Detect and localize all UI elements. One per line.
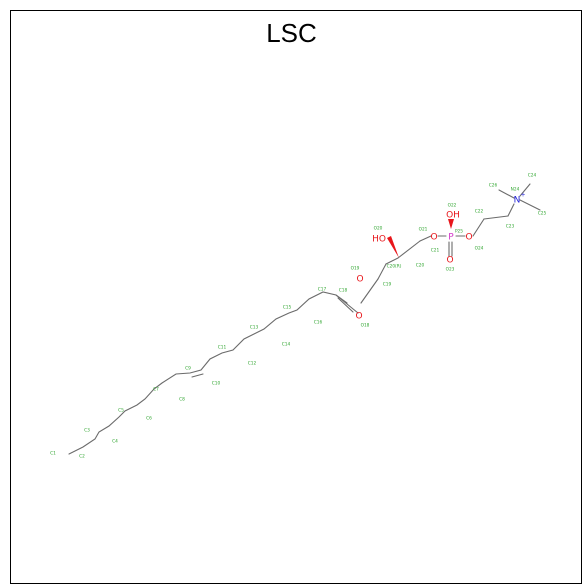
atom-label-c2: C2: [79, 454, 85, 460]
n-c26-bond: [498, 189, 515, 199]
atom-label-c5: C5: [118, 408, 124, 414]
c22-c23-bond: [483, 215, 509, 220]
atom-label-c10: C10: [212, 381, 221, 387]
ester-o-bond: [360, 278, 379, 304]
atom-label-c1: C1: [50, 451, 56, 457]
atom-label-c16: C16: [314, 320, 323, 326]
atom-label-o23: O23: [446, 267, 455, 273]
atom-label-c21: C21: [431, 248, 440, 254]
atom-label-c23: C23: [506, 224, 515, 230]
atom-label-o20: O20: [374, 226, 383, 232]
atom-label-o22: O22: [448, 203, 457, 209]
phosphate-oxygen-right: O: [465, 233, 472, 243]
p-oh-wedge: [448, 219, 454, 229]
atom-label-c26: C26: [489, 183, 498, 189]
atom-label-c15: C15: [283, 305, 292, 311]
glycerol-c20-bond: [385, 257, 399, 265]
hydroxyl-ho: HO: [372, 235, 386, 245]
atom-label-c3: C3: [84, 428, 90, 434]
atom-label-c7: C7: [153, 387, 159, 393]
phosphorus-atom: P: [448, 233, 454, 243]
atom-label-c6: C6: [146, 416, 152, 422]
atom-label-o18: O18: [361, 323, 370, 329]
acyl-chain-bonds: [68, 291, 348, 455]
atom-label-c14: C14: [282, 342, 291, 348]
atom-label-o21: O21: [419, 227, 428, 233]
atom-label-c17: C17: [318, 287, 327, 293]
atom-label-c20r: C20(R): [387, 264, 402, 270]
atom-label-c12: C12: [248, 361, 257, 367]
atom-label-c19: C19: [383, 282, 392, 288]
carbonyl-oxygen: O: [355, 312, 362, 322]
phosphate-oxygen-left: O: [430, 233, 437, 243]
hydroxyl-oh: OH: [446, 211, 460, 221]
ester-oxygen: O: [356, 275, 363, 285]
molecule-title: LSC: [266, 18, 317, 48]
stereo-wedge: [387, 236, 399, 258]
atom-label-c13: C13: [250, 325, 259, 331]
atom-label-c25: C25: [538, 211, 547, 217]
c23-n-bond: [507, 203, 515, 217]
atom-label-o24: O24: [475, 246, 484, 252]
atom-label-o19: O19: [351, 266, 360, 272]
nitrogen-charge: +: [520, 192, 525, 199]
o-c22-bond: [472, 218, 485, 237]
atom-label-c18: C18: [339, 288, 348, 294]
atom-label-c20: C20: [416, 263, 425, 269]
atom-label-c24: C24: [528, 173, 537, 179]
atom-label-p25: P25: [455, 229, 463, 235]
atom-label-c11: C11: [218, 345, 227, 351]
atom-label-c22: C22: [475, 209, 484, 215]
carbonyl-bond-b: [337, 297, 354, 313]
n-c24-bond: [519, 183, 531, 197]
glycerol-c21-bond: [397, 240, 421, 259]
atom-label-c8: C8: [179, 397, 185, 403]
c21-o-bond: [419, 235, 432, 242]
nitrogen-atom: N: [514, 196, 521, 206]
glycerol-c19-bond: [377, 263, 387, 280]
n-c25-bond: [519, 199, 541, 211]
atom-label-c4: C4: [112, 439, 118, 445]
diagram-frame: [10, 10, 582, 584]
double-bond-c9-c10: [191, 373, 204, 378]
atom-label-c9: C9: [185, 366, 191, 372]
atom-label-n24: N24: [511, 187, 520, 193]
phosphate-oxygen-double: O: [446, 256, 453, 266]
carbonyl-bond-a: [335, 294, 359, 314]
